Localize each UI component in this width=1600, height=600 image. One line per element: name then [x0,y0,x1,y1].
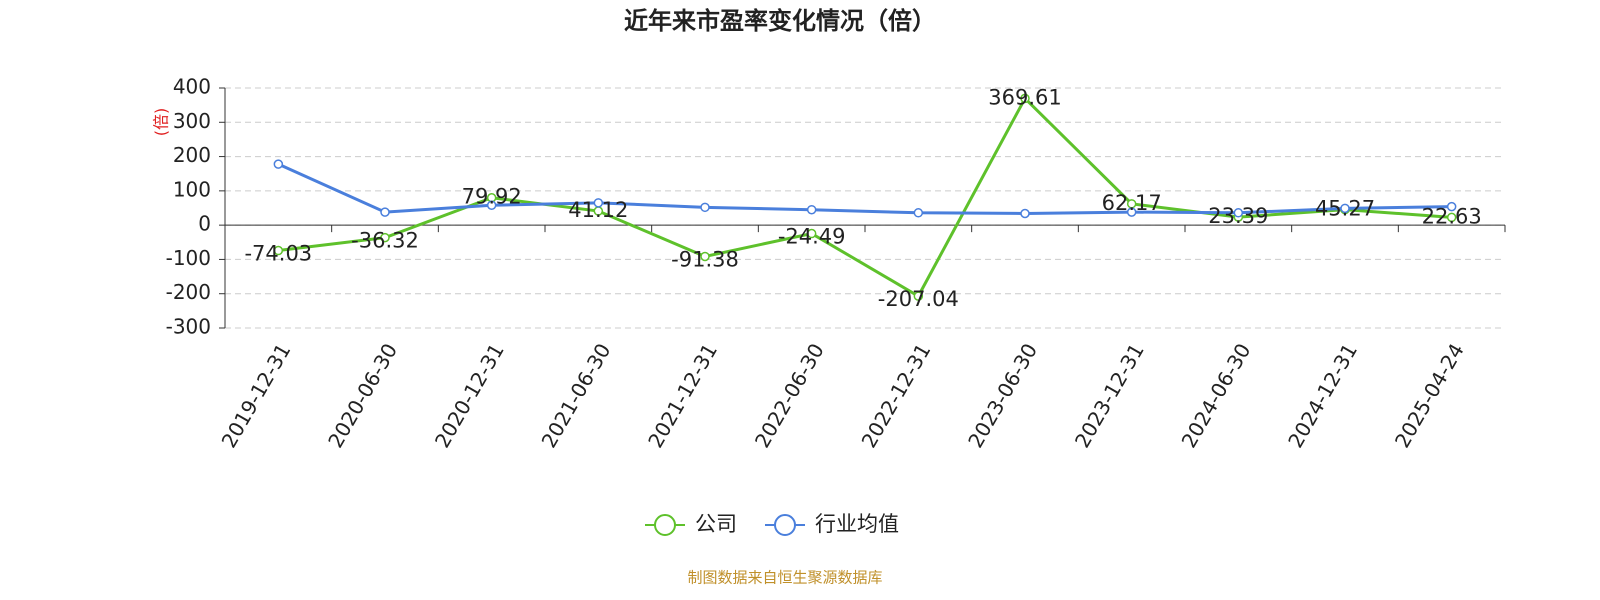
legend-label: 公司 [695,512,737,536]
point [273,245,284,256]
y-tick-label: 0 [198,212,211,236]
y-tick-label: 400 [173,75,211,99]
x-tick-label: 2020-06-30 [323,339,402,452]
x-tick-label: 2022-06-30 [750,339,829,452]
point [1233,208,1244,218]
series-line [277,162,1452,215]
point [806,204,817,215]
source-note: 制图数据来自恒生聚源数据库 [687,569,882,587]
point [913,291,924,301]
point [380,207,390,217]
value-label: 23.39 [1208,204,1268,228]
y-tick-label: -100 [166,246,211,270]
y-tick-label: 100 [173,177,211,201]
point [1340,203,1350,214]
point [806,228,817,239]
legend-marker [774,514,796,536]
value-label: 22.63 [1422,204,1482,228]
x-tick-label: 2023-06-30 [963,339,1042,452]
point [1020,93,1030,104]
value-label: 41.12 [568,198,628,222]
value-label: 45.27 [1315,197,1375,221]
value-label: -74.03 [244,242,312,266]
y-tick-label: 300 [173,109,211,133]
x-tick-label: 2019-12-31 [217,339,296,452]
point [1126,207,1137,217]
point [1446,212,1457,223]
value-label: -91.38 [671,247,739,271]
point [593,198,604,208]
x-tick-label: 2020-12-31 [430,339,509,452]
point [380,232,390,243]
point [700,202,710,213]
x-tick-label: 2025-04-24 [1390,339,1469,452]
x-tick-label: 2022-12-31 [857,339,936,452]
series-line [278,95,1452,299]
value-label: 369.61 [988,85,1061,109]
x-tick-label: 2024-12-31 [1283,339,1362,452]
point [700,251,710,262]
value-label: -24.49 [778,225,846,249]
x-tick-label: 2021-06-30 [537,339,616,452]
legend-label: 行业均值 [815,512,899,536]
point [1020,208,1030,219]
value-label: 62.17 [1102,191,1162,215]
value-label: 79.92 [462,185,522,209]
x-tick-label: 2021-12-31 [643,339,722,452]
legend-marker [654,514,676,536]
y-tick-label: 200 [173,143,211,167]
value-label: -207.04 [878,287,959,311]
point [273,159,284,169]
point [913,208,924,218]
y-tick-label: -300 [166,315,211,339]
y-tick-label: -200 [166,280,211,304]
chart-title: 近年来市盈率变化情况（倍） [624,7,936,35]
value-label: -36.32 [351,229,419,253]
y-axis-label: (倍) [152,108,171,137]
point [486,200,497,211]
point [1446,201,1457,212]
x-tick-label: 2023-12-31 [1070,339,1149,452]
x-tick-label: 2024-06-30 [1177,339,1256,452]
